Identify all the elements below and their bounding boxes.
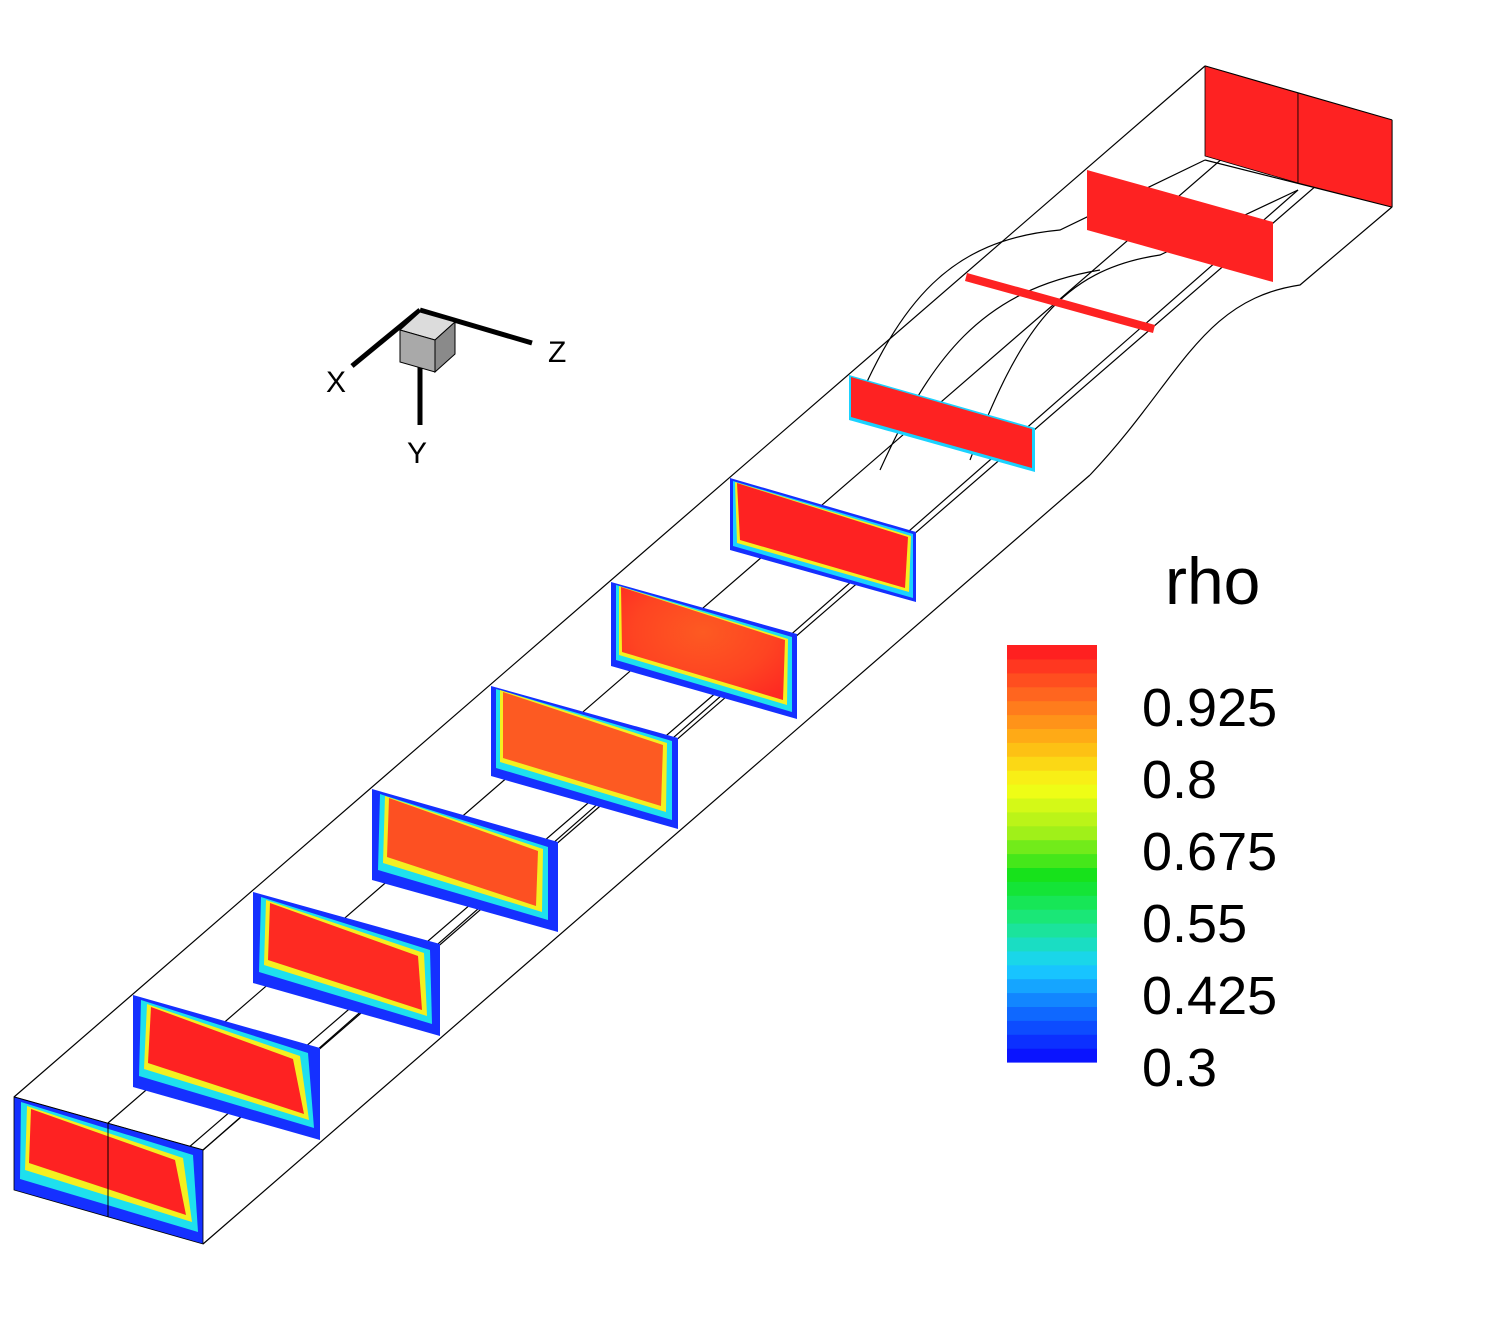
slice-outlet <box>13 1096 204 1245</box>
slice-5 <box>730 478 916 602</box>
slice-2 <box>1087 170 1273 282</box>
colorbar-band <box>1007 950 1097 966</box>
colorbar-band <box>1007 992 1097 1007</box>
colorbar-band <box>1007 658 1097 674</box>
colorbar-band <box>1007 978 1097 994</box>
colorbar-band <box>1007 797 1097 813</box>
colorbar-band <box>1007 867 1097 882</box>
colorbar-band <box>1007 811 1097 827</box>
colorbar-tick-label: 0.425 <box>1142 966 1277 1026</box>
slice-9 <box>253 892 440 1036</box>
colorbar-band <box>1007 1048 1097 1063</box>
colorbar-band <box>1007 728 1097 743</box>
colorbar-band <box>1007 1034 1097 1049</box>
density-slices <box>13 65 1393 1245</box>
colorbar-band <box>1007 756 1097 771</box>
slice-4 <box>849 375 1035 472</box>
z-axis-label: Z <box>548 336 566 369</box>
slice-inlet <box>1204 65 1393 208</box>
colorbar-band <box>1007 645 1097 660</box>
colorbar-band <box>1007 909 1097 924</box>
slice-7 <box>491 686 678 829</box>
colorbar-band <box>1007 700 1097 716</box>
triad-cube-icon <box>398 311 457 374</box>
slice-3 <box>965 273 1155 333</box>
slice-8 <box>372 789 558 932</box>
x-axis-line <box>350 308 422 368</box>
colorbar-tick-label: 0.8 <box>1142 750 1217 810</box>
axis-triad: X Z Y <box>326 307 566 470</box>
colorbar-band <box>1007 839 1097 855</box>
colorbar-tick-label: 0.55 <box>1142 894 1247 954</box>
y-axis-label: Y <box>407 437 427 470</box>
colorbar-band <box>1007 672 1097 688</box>
colorbar-band <box>1007 881 1097 896</box>
colorbar <box>1007 645 1097 1063</box>
colorbar-band <box>1007 770 1097 785</box>
colorbar-band <box>1007 686 1097 702</box>
colorbar-tick-labels: 0.925 0.8 0.675 0.55 0.425 0.3 <box>1142 678 1277 1098</box>
colorbar-band <box>1007 742 1097 757</box>
colorbar-legend: rho 0.925 0.8 0.675 0.55 0.425 0.3 <box>1007 544 1277 1098</box>
colorbar-band <box>1007 936 1097 952</box>
colorbar-band <box>1007 1020 1097 1035</box>
colorbar-band <box>1007 714 1097 729</box>
legend-title: rho <box>1165 544 1260 618</box>
colorbar-tick-label: 0.925 <box>1142 678 1277 738</box>
colorbar-band <box>1007 1006 1097 1021</box>
colorbar-band <box>1007 784 1097 799</box>
colorbar-band <box>1007 923 1097 938</box>
colorbar-band <box>1007 825 1097 841</box>
colorbar-band <box>1007 964 1097 980</box>
slice-6 <box>611 582 797 719</box>
colorbar-band <box>1007 853 1097 868</box>
x-axis-label: X <box>326 366 346 399</box>
slice-10 <box>133 995 320 1140</box>
z-axis-line <box>419 307 533 346</box>
colorbar-tick-label: 0.675 <box>1142 822 1277 882</box>
colorbar-tick-label: 0.3 <box>1142 1038 1217 1098</box>
colorbar-band <box>1007 895 1097 910</box>
